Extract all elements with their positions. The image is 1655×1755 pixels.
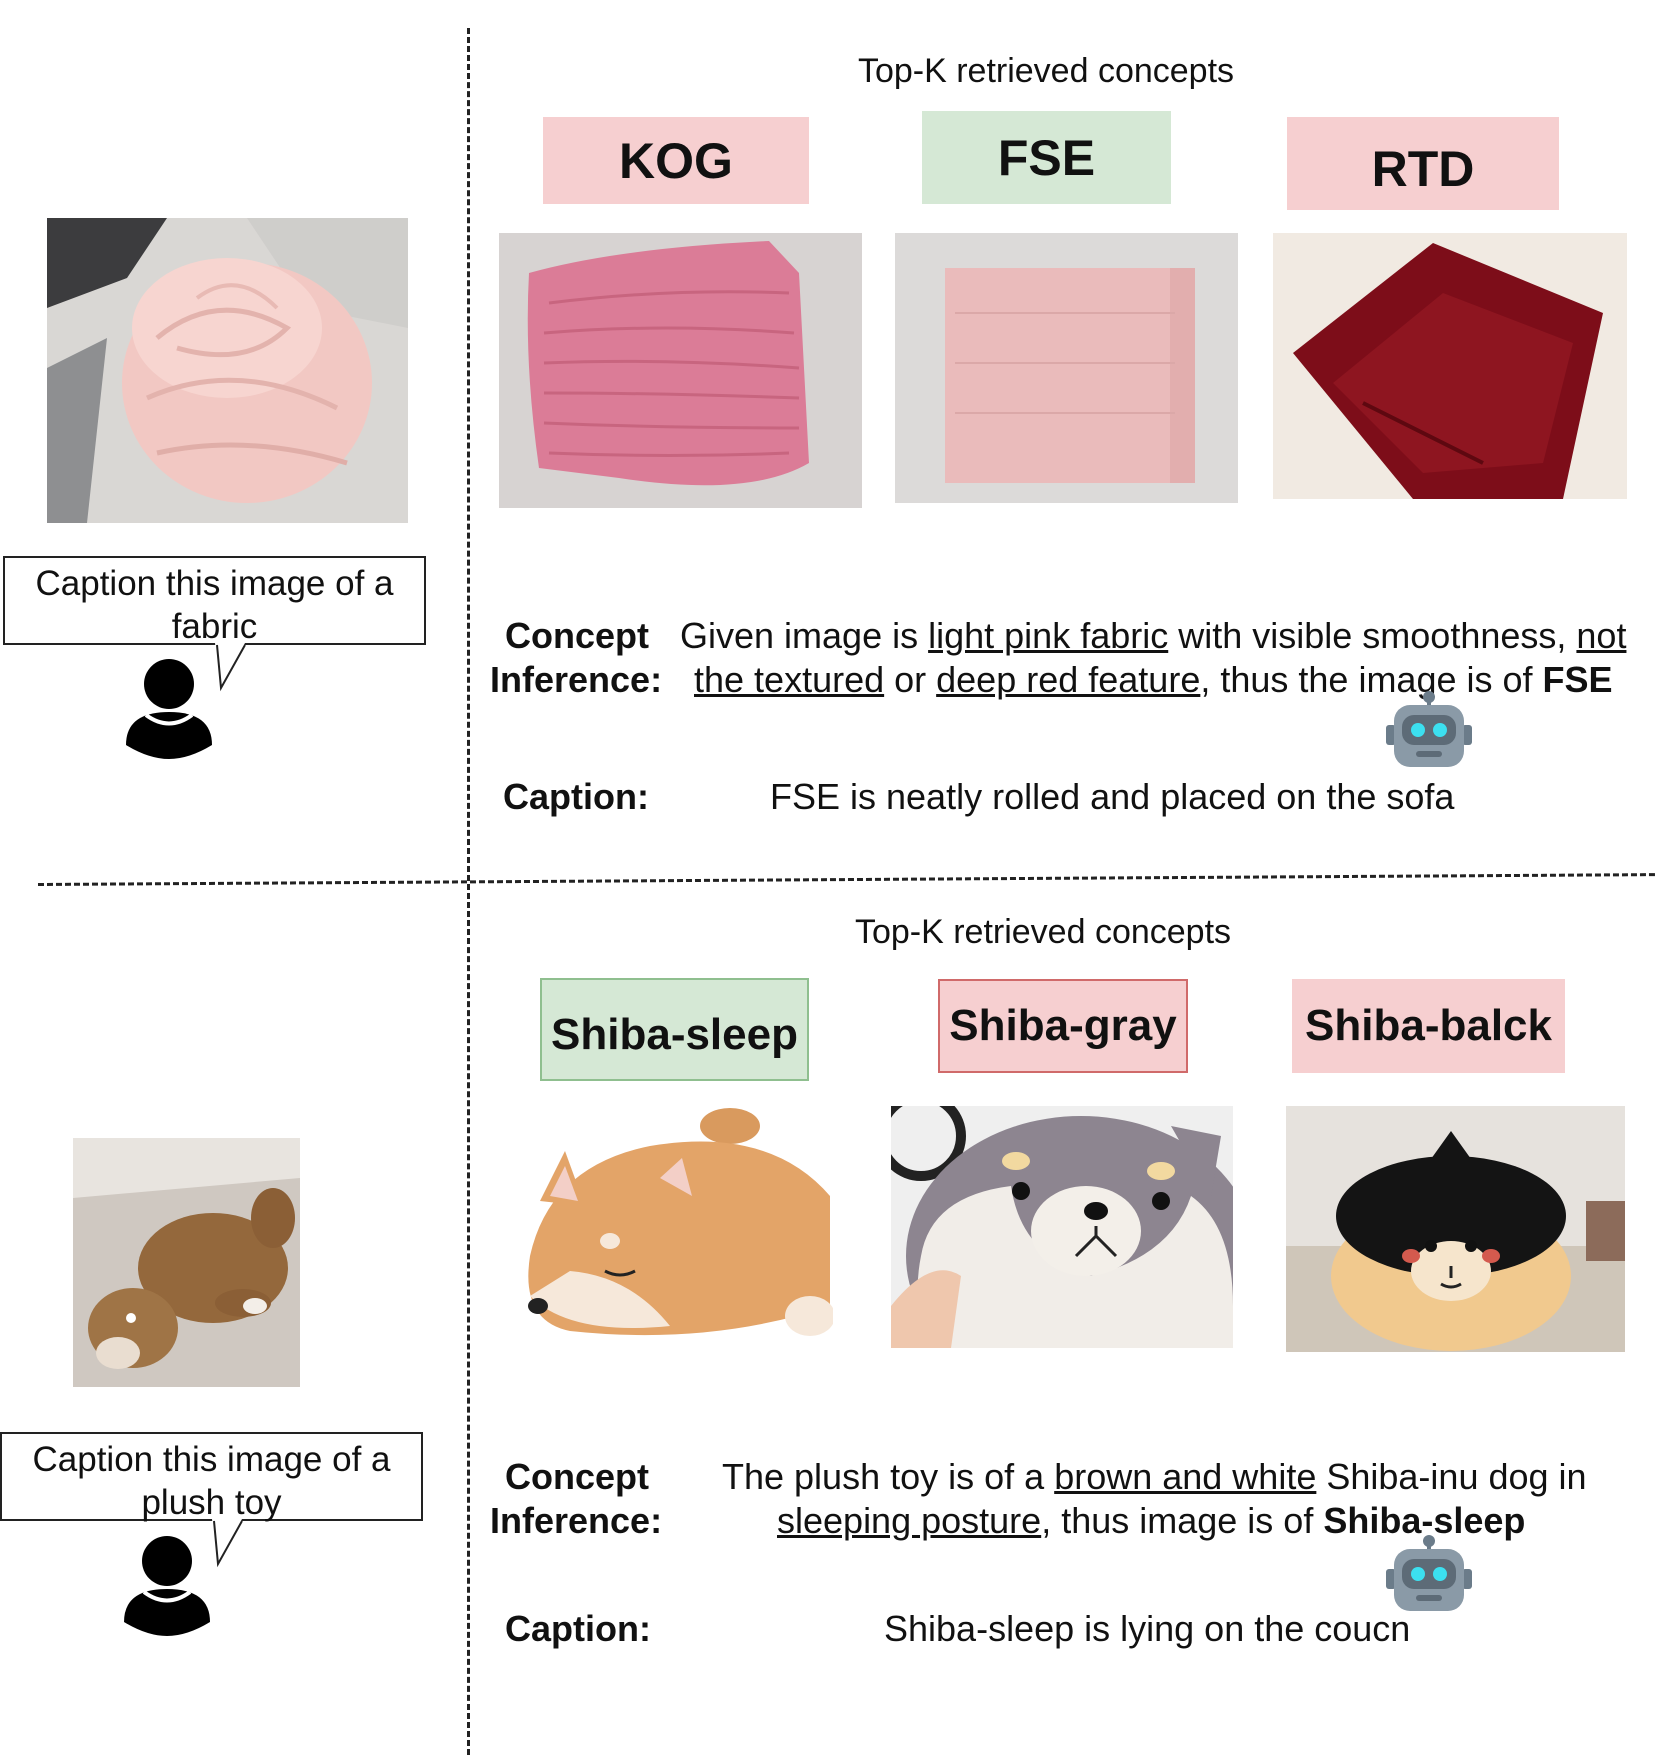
inference-text: Given image is — [680, 615, 929, 656]
inference-concept: FSE — [1542, 659, 1613, 700]
caption-text: FSE is neatly rolled and placed on the s… — [770, 776, 1455, 817]
caption-label: Caption: — [503, 776, 649, 817]
concept-tag-rtd: RTD — [1287, 117, 1559, 210]
vertical-divider — [467, 28, 470, 1755]
caption-text: Shiba-sleep is lying on the coucn — [884, 1608, 1411, 1649]
concept-tag-kog: KOG — [543, 117, 809, 204]
retrieved-image-kog — [499, 233, 862, 508]
robot-icon — [1386, 1535, 1472, 1611]
query-plush-image — [73, 1138, 300, 1387]
inference-text: , thus the image is of — [1200, 659, 1543, 700]
inference-line-2: sleeping posture, thus image is of Shiba… — [777, 1499, 1525, 1543]
robot-icon — [1386, 691, 1472, 767]
user-icon — [124, 1536, 210, 1636]
inference-text: The plush toy is of a — [722, 1456, 1055, 1497]
concept-tag-shiba-balck: Shiba-balck — [1292, 979, 1565, 1073]
retrieved-image-shiba-gray — [891, 1106, 1233, 1348]
user-prompt-bubble: Caption this image of a plush toy — [0, 1432, 423, 1568]
concept-inference-label-line2: Inference: — [490, 659, 663, 700]
retrieved-image-shiba-sleep — [510, 1106, 833, 1351]
concept-inference-label-line1: Concept — [505, 1456, 649, 1497]
concept-tag-shiba-gray: Shiba-gray — [938, 979, 1188, 1073]
inference-text: or — [884, 659, 937, 700]
user-icon — [126, 659, 212, 759]
topk-label: Top-K retrieved concepts — [854, 913, 1232, 951]
horizontal-divider — [37, 873, 1655, 886]
inference-highlight: the textured — [694, 659, 885, 700]
concept-inference-label-line1: Concept — [505, 615, 649, 656]
inference-text: Shiba-inu dog in — [1316, 1456, 1587, 1497]
inference-line-1: The plush toy is of a brown and white Sh… — [722, 1455, 1587, 1499]
retrieved-image-rtd — [1273, 233, 1627, 499]
inference-text: , thus image is of — [1041, 1500, 1324, 1541]
concept-tag-shiba-sleep: Shiba-sleep — [540, 978, 809, 1081]
concept-tag-fse: FSE — [922, 111, 1171, 204]
inference-highlight: sleeping posture — [777, 1500, 1042, 1541]
inference-highlight: not — [1576, 615, 1627, 656]
inference-line-1: Given image is light pink fabric with vi… — [680, 614, 1626, 658]
retrieved-image-shiba-balck — [1286, 1106, 1625, 1352]
concept-inference-label-line2: Inference: — [490, 1500, 663, 1541]
inference-concept: Shiba-sleep — [1323, 1500, 1526, 1541]
caption-label: Caption: — [505, 1608, 651, 1649]
user-prompt-text: Caption this image of a fabric — [35, 564, 394, 646]
user-prompt-bubble: Caption this image of a fabric — [3, 556, 426, 692]
inference-highlight: deep red feature — [936, 659, 1201, 700]
inference-highlight: brown and white — [1054, 1456, 1317, 1497]
user-prompt-text: Caption this image of a plush toy — [32, 1440, 391, 1522]
inference-highlight: light pink fabric — [928, 615, 1169, 656]
query-fabric-image — [47, 218, 408, 523]
retrieved-image-fse — [895, 233, 1238, 503]
inference-text: with visible smoothness, — [1168, 615, 1577, 656]
topk-label: Top-K retrieved concepts — [857, 52, 1235, 90]
inference-line-2: the textured or deep red feature, thus t… — [694, 658, 1613, 702]
